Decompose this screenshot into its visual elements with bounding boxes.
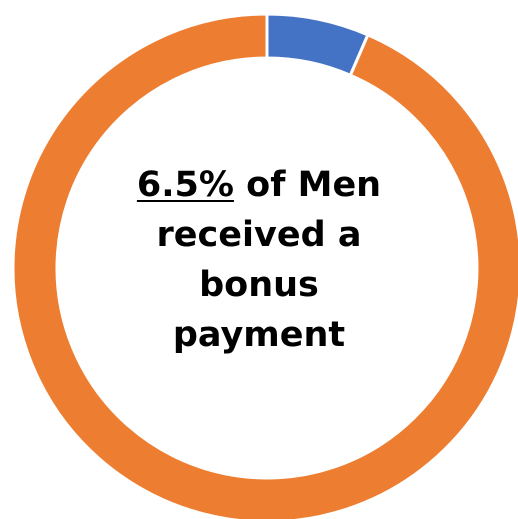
center-label-line-2: received a <box>156 215 362 255</box>
center-label-line-1: 6.5% of Men <box>109 160 409 210</box>
donut-slice-1 <box>11 12 518 519</box>
center-label: 6.5% of Men received a bonus payment <box>109 160 409 360</box>
center-label-line-3: bonus <box>199 265 319 305</box>
center-label-line-4: payment <box>172 315 346 355</box>
percent-value: 6.5% <box>136 165 234 205</box>
center-label-of-men: of Men <box>246 165 382 205</box>
